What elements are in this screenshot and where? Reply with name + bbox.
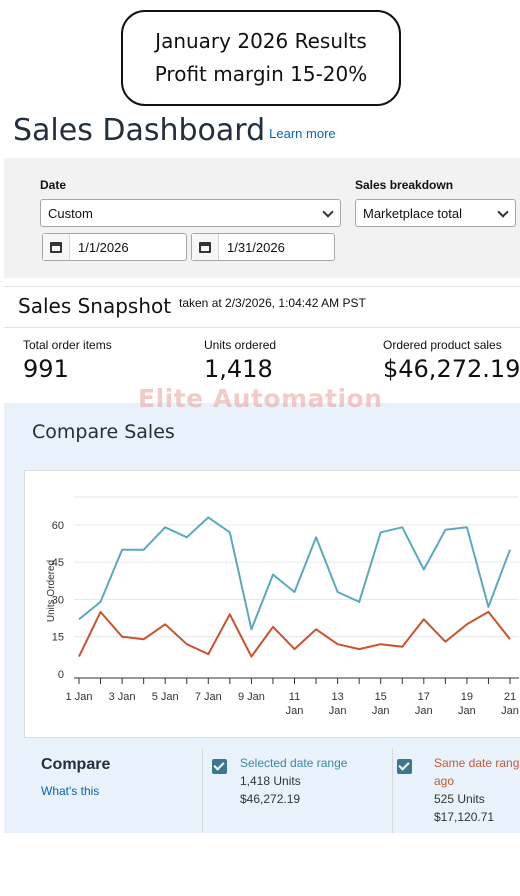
metric-label: Total order items: [23, 338, 112, 352]
x-tick-label: 19: [461, 691, 473, 703]
x-tick-label: Jan: [501, 705, 519, 717]
results-callout: January 2026 Results Profit margin 15-20…: [121, 10, 401, 106]
selected-range-line: [78, 516, 511, 631]
x-tick-label: Jan: [458, 705, 476, 717]
watermark: Elite Automation: [138, 384, 383, 413]
sales-breakdown-value: Marketplace total: [363, 205, 462, 221]
same-range-title: Same date rang: [434, 756, 520, 770]
y-tick-label: 0: [58, 669, 64, 681]
y-tick-label: 45: [52, 557, 64, 569]
whats-this-link[interactable]: What's this: [41, 784, 100, 798]
same-range-title-cont: ago: [434, 774, 455, 788]
metric-total-order-items: Total order items 991: [23, 338, 112, 383]
y-tick-label: 15: [52, 632, 64, 644]
metric-value: $46,272.19: [383, 355, 520, 383]
same-range-last-year-line: [78, 610, 511, 658]
selected-range-title: Selected date range: [240, 756, 348, 770]
metric-label: Ordered product sales: [383, 338, 502, 352]
metric-value: 991: [23, 355, 69, 383]
selected-range-info: Selected date range 1,418 Units $46,272.…: [240, 754, 347, 808]
selected-range-checkbox[interactable]: [212, 759, 227, 774]
x-tick-label: 5 Jan: [152, 691, 179, 703]
y-axis-label: Units Ordered: [46, 560, 57, 622]
end-date-value: 1/31/2026: [227, 239, 285, 255]
y-tick-label: 30: [52, 594, 64, 606]
compare-sales-title: Compare Sales: [32, 421, 175, 443]
learn-more-link[interactable]: Learn more: [269, 126, 336, 141]
calendar-icon[interactable]: [43, 234, 70, 260]
date-range-select-value: Custom: [48, 205, 93, 221]
x-tick-label: 1 Jan: [66, 691, 93, 703]
chevron-down-icon: [497, 206, 509, 218]
same-range-checkbox[interactable]: [397, 759, 412, 774]
metric-value: 1,418: [204, 355, 273, 383]
page-header: Sales Dashboard Learn more: [13, 106, 336, 150]
metric-ordered-product-sales: Ordered product sales $46,272.19: [383, 338, 520, 383]
compare-label: Compare: [41, 756, 111, 773]
selected-range-sales: $46,272.19: [240, 792, 301, 806]
divider: [392, 748, 393, 833]
metric-label: Units ordered: [204, 338, 277, 352]
units-ordered-chart: 0 15 30 45 60 1 Jan 3 Jan 5 Jan 7 Jan 9 Jan 11 Jan 1…: [46, 496, 519, 717]
x-tick-label: Jan: [415, 705, 433, 717]
callout-line-1: January 2026 Results: [155, 29, 367, 53]
same-range-units: 525 Units: [434, 792, 485, 806]
chevron-down-icon: [322, 206, 334, 218]
end-date-field[interactable]: 1/31/2026: [191, 233, 335, 261]
x-tick-label: 21: [504, 691, 516, 703]
divider: [202, 748, 203, 833]
page-title: Sales Dashboard: [13, 113, 266, 148]
start-date-value: 1/1/2026: [78, 239, 129, 255]
sales-snapshot-title: Sales Snapshot: [18, 294, 172, 318]
x-tick-label: 7 Jan: [195, 691, 222, 703]
snapshot-timestamp: taken at 2/3/2026, 1:04:42 AM PST: [179, 296, 366, 310]
sales-snapshot-header: Sales Snapshot taken at 2/3/2026, 1:04:4…: [4, 286, 520, 328]
x-tick-label: 3 Jan: [109, 691, 136, 703]
x-tick-label: Jan: [372, 705, 390, 717]
x-tick-label: 15: [375, 691, 387, 703]
chart-container: [24, 470, 520, 738]
same-range-sales: $17,120.71: [434, 810, 495, 824]
x-tick-label: 11: [289, 691, 300, 703]
date-label: Date: [40, 178, 67, 192]
sales-breakdown-label: Sales breakdown: [355, 178, 454, 192]
compare-row: Compare What's this Selected date range …: [4, 748, 520, 833]
x-tick-label: Jan: [286, 705, 304, 717]
callout-line-2: Profit margin 15-20%: [154, 62, 368, 86]
x-tick-label: 9 Jan: [238, 691, 265, 703]
x-tick-label: 13: [331, 691, 343, 703]
start-date-field[interactable]: 1/1/2026: [42, 233, 187, 261]
calendar-icon[interactable]: [192, 234, 219, 260]
sales-breakdown-select[interactable]: Marketplace total: [355, 199, 516, 227]
same-range-info: Same date rang ago 525 Units $17,120.71: [434, 754, 519, 826]
filter-panel: Date Custom 1/1/2026 1/31/2026 Sales bre…: [4, 158, 520, 278]
x-tick-label: 17: [418, 691, 430, 703]
date-range-select[interactable]: Custom: [40, 199, 341, 227]
x-tick-label: Jan: [329, 705, 347, 717]
y-tick-label: 60: [52, 520, 64, 532]
metric-units-ordered: Units ordered 1,418: [204, 338, 276, 383]
selected-range-units: 1,418 Units: [240, 774, 301, 788]
